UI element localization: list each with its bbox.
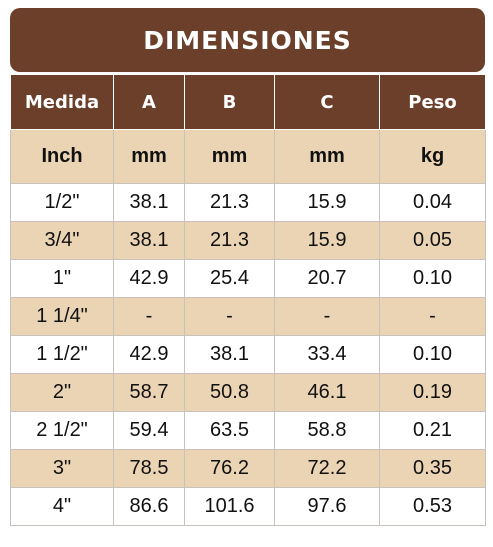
table-cell: 1 1/4" [10,297,114,336]
table-row: 3/4" 38.1 21.3 15.9 0.05 [10,221,486,260]
table-cell: 86.6 [113,487,185,526]
table-row: 1" 42.9 25.4 20.7 0.10 [10,259,486,298]
unit-cell: mm [184,129,275,184]
table-cell: 97.6 [274,487,380,526]
table-cell: 58.7 [113,373,185,412]
table-cell: 42.9 [113,335,185,374]
table-cell: 2 1/2" [10,411,114,450]
table-row: 1 1/4" - - - - [10,297,486,336]
table-cell: 63.5 [184,411,275,450]
table-cell: 15.9 [274,221,380,260]
table-row: 1/2" 38.1 21.3 15.9 0.04 [10,183,486,222]
unit-cell: Inch [10,129,114,184]
table-cell: 0.05 [379,221,486,260]
table-cell: 25.4 [184,259,275,298]
table-cell: 3" [10,449,114,488]
unit-cell: kg [379,129,486,184]
table-cell: 38.1 [113,183,185,222]
table-cell: 59.4 [113,411,185,450]
units-row: Inch mm mm mm kg [10,129,486,184]
table-cell: 0.35 [379,449,486,488]
table-cell: 101.6 [184,487,275,526]
table-cell: - [113,297,185,336]
unit-cell: mm [274,129,380,184]
table-row: 4" 86.6 101.6 97.6 0.53 [10,487,486,526]
table-cell: 0.04 [379,183,486,222]
table-cell: 4" [10,487,114,526]
table-cell: 0.53 [379,487,486,526]
column-header-peso: Peso [379,74,486,130]
column-header-c: C [274,74,380,130]
table-cell: 2" [10,373,114,412]
table-cell: 1/2" [10,183,114,222]
table-cell: 38.1 [184,335,275,374]
table-cell: - [379,297,486,336]
table-cell: 72.2 [274,449,380,488]
table-cell: 3/4" [10,221,114,260]
table-cell: 0.10 [379,259,486,298]
table-cell: 21.3 [184,221,275,260]
table-cell: 21.3 [184,183,275,222]
dimensions-table: Medida A B C Peso Inch mm mm mm kg 1/2" … [10,74,486,526]
table-cell: 33.4 [274,335,380,374]
table-cell: 0.19 [379,373,486,412]
table-cell: 0.10 [379,335,486,374]
table-row: 2 1/2" 59.4 63.5 58.8 0.21 [10,411,486,450]
page-title: DIMENSIONES [143,25,352,55]
table-cell: 1 1/2" [10,335,114,374]
table-row: 2" 58.7 50.8 46.1 0.19 [10,373,486,412]
title-banner: DIMENSIONES [10,8,485,72]
table-cell: 38.1 [113,221,185,260]
table-cell: 78.5 [113,449,185,488]
table-cell: 46.1 [274,373,380,412]
table-cell: 50.8 [184,373,275,412]
table-cell: 20.7 [274,259,380,298]
table-cell: 1" [10,259,114,298]
table-cell: - [184,297,275,336]
table-row: 1 1/2" 42.9 38.1 33.4 0.10 [10,335,486,374]
header-row: Medida A B C Peso [10,74,486,130]
table-row: 3" 78.5 76.2 72.2 0.35 [10,449,486,488]
table-cell: 15.9 [274,183,380,222]
table-cell: 58.8 [274,411,380,450]
column-header-b: B [184,74,275,130]
table-cell: - [274,297,380,336]
column-header-a: A [113,74,185,130]
column-header-medida: Medida [10,74,114,130]
table-cell: 76.2 [184,449,275,488]
unit-cell: mm [113,129,185,184]
table-cell: 42.9 [113,259,185,298]
table-cell: 0.21 [379,411,486,450]
